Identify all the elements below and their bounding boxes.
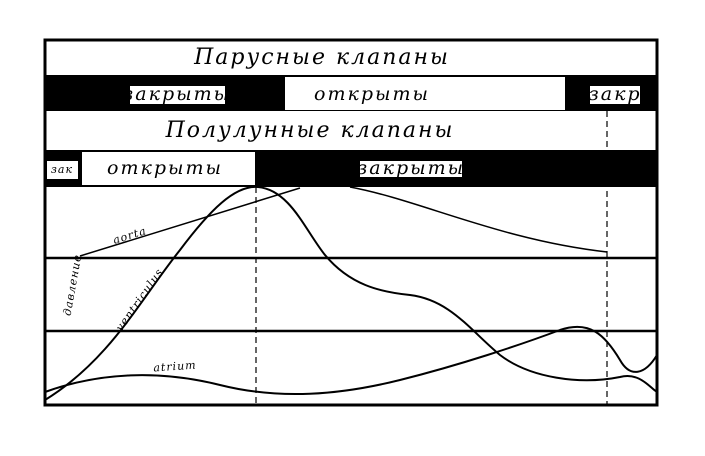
label-box: [285, 77, 565, 110]
row-title: Полулунные клапаны: [165, 118, 455, 143]
label-box: [82, 152, 255, 185]
atrium-curve: [44, 325, 658, 396]
label-box: [130, 86, 225, 104]
label-box: [47, 161, 78, 179]
state-label: открыты: [107, 157, 223, 179]
state-label: закр: [588, 83, 641, 105]
label-box: [360, 161, 462, 177]
aorta-curve: [79, 186, 608, 257]
state-label: закрыты: [357, 157, 465, 179]
ventricle-curve: [44, 185, 658, 401]
curve-label: atrium: [153, 359, 197, 375]
row-title: Парусные клапаны: [193, 45, 450, 70]
label-box: [590, 86, 640, 104]
state-label: зак: [51, 163, 73, 176]
state-label: закрыты: [123, 83, 231, 105]
state-label: открыты: [314, 83, 430, 105]
